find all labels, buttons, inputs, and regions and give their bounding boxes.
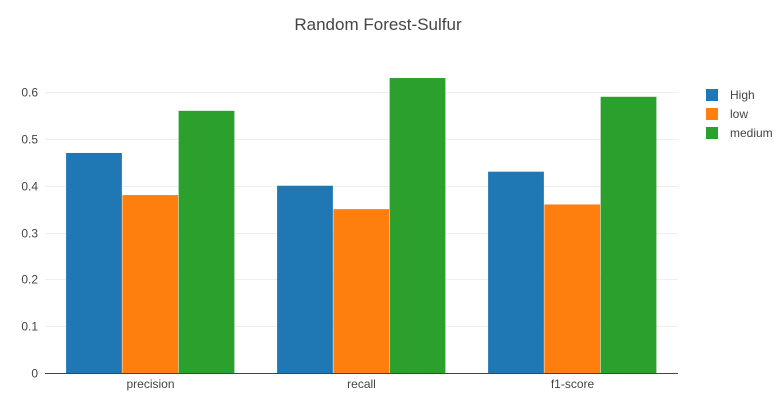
- y-tick-label: 0: [31, 367, 38, 381]
- legend-label: medium: [730, 126, 773, 140]
- legend-label: High: [730, 88, 755, 102]
- x-tick-label: precision: [126, 377, 174, 391]
- y-tick-label: 0.2: [21, 273, 38, 287]
- legend-swatch: [706, 89, 718, 101]
- legend-item-low[interactable]: low: [706, 107, 748, 121]
- axes: 0 0.1 0.2 0.3 0.4 0.5 0.6 precision recall f1-sco…: [21, 86, 678, 391]
- bar-low-recall: [333, 209, 390, 373]
- bar-medium-f1-score: [600, 96, 657, 373]
- bar-low-f1-score: [544, 204, 601, 373]
- legend: High low medium: [706, 88, 773, 140]
- y-tick-label: 0.3: [21, 227, 38, 241]
- y-tick-label: 0.1: [21, 320, 38, 334]
- y-tick-label: 0.5: [21, 133, 38, 147]
- legend-item-medium[interactable]: medium: [706, 126, 773, 140]
- legend-swatch: [706, 108, 718, 120]
- y-tick-label: 0.4: [21, 180, 38, 194]
- bar-medium-precision: [178, 110, 235, 374]
- x-tick-label: f1-score: [551, 377, 595, 391]
- bar-medium-recall: [389, 78, 446, 373]
- bars: [66, 78, 657, 374]
- chart-title: Random Forest-Sulfur: [294, 15, 462, 34]
- bar-high-precision: [66, 152, 122, 373]
- bar-high-f1-score: [488, 171, 544, 373]
- legend-label: low: [730, 107, 748, 121]
- bar-high-recall: [277, 185, 333, 373]
- y-tick-label: 0.6: [21, 86, 38, 100]
- x-tick-label: recall: [347, 377, 376, 391]
- bar-low-precision: [122, 195, 179, 373]
- legend-item-high[interactable]: High: [706, 88, 755, 102]
- legend-swatch: [706, 127, 718, 139]
